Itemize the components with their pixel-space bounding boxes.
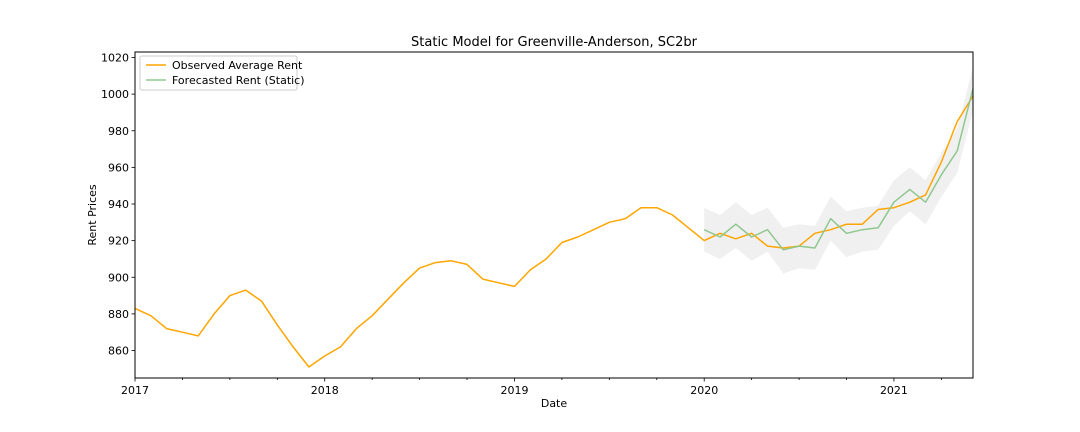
legend: Observed Average Rent Forecasted Rent (S…	[139, 55, 305, 91]
x-tick-label: 2019	[500, 384, 528, 397]
y-tick-label: 940	[108, 198, 129, 211]
y-axis-label: Rent Prices	[86, 184, 99, 246]
y-tick-label: 1000	[101, 88, 129, 101]
x-tick-label: 2017	[121, 384, 149, 397]
plot-area-frame	[134, 51, 974, 379]
y-tick-label: 980	[108, 125, 129, 138]
y-axis: 860 880 900 920 940 960 980 1000 1020	[101, 51, 135, 358]
x-tick-label: 2018	[311, 384, 339, 397]
series-lines-layer	[134, 88, 974, 368]
x-tick-label: 2021	[880, 384, 908, 397]
y-tick-label: 1020	[101, 51, 129, 64]
forecast-confidence-band	[704, 66, 973, 274]
y-tick-label: 860	[108, 345, 129, 358]
forecast-rent-line	[703, 88, 974, 251]
y-tick-label: 880	[108, 308, 129, 321]
x-tick-label: 2020	[690, 384, 718, 397]
x-axis: 2017 2018 2019 2020 2021	[121, 378, 942, 397]
x-axis-label: Date	[541, 397, 568, 410]
legend-box	[139, 55, 298, 91]
observed-rent-line	[134, 95, 974, 368]
confidence-interval-layer	[704, 66, 973, 274]
y-tick-label: 960	[108, 161, 129, 174]
y-tick-label: 900	[108, 271, 129, 284]
legend-label-observed: Observed Average Rent	[172, 59, 303, 72]
chart-title: Static Model for Greenville-Anderson, SC…	[411, 35, 698, 50]
y-tick-label: 920	[108, 235, 129, 248]
legend-label-forecast: Forecasted Rent (Static)	[172, 74, 305, 87]
